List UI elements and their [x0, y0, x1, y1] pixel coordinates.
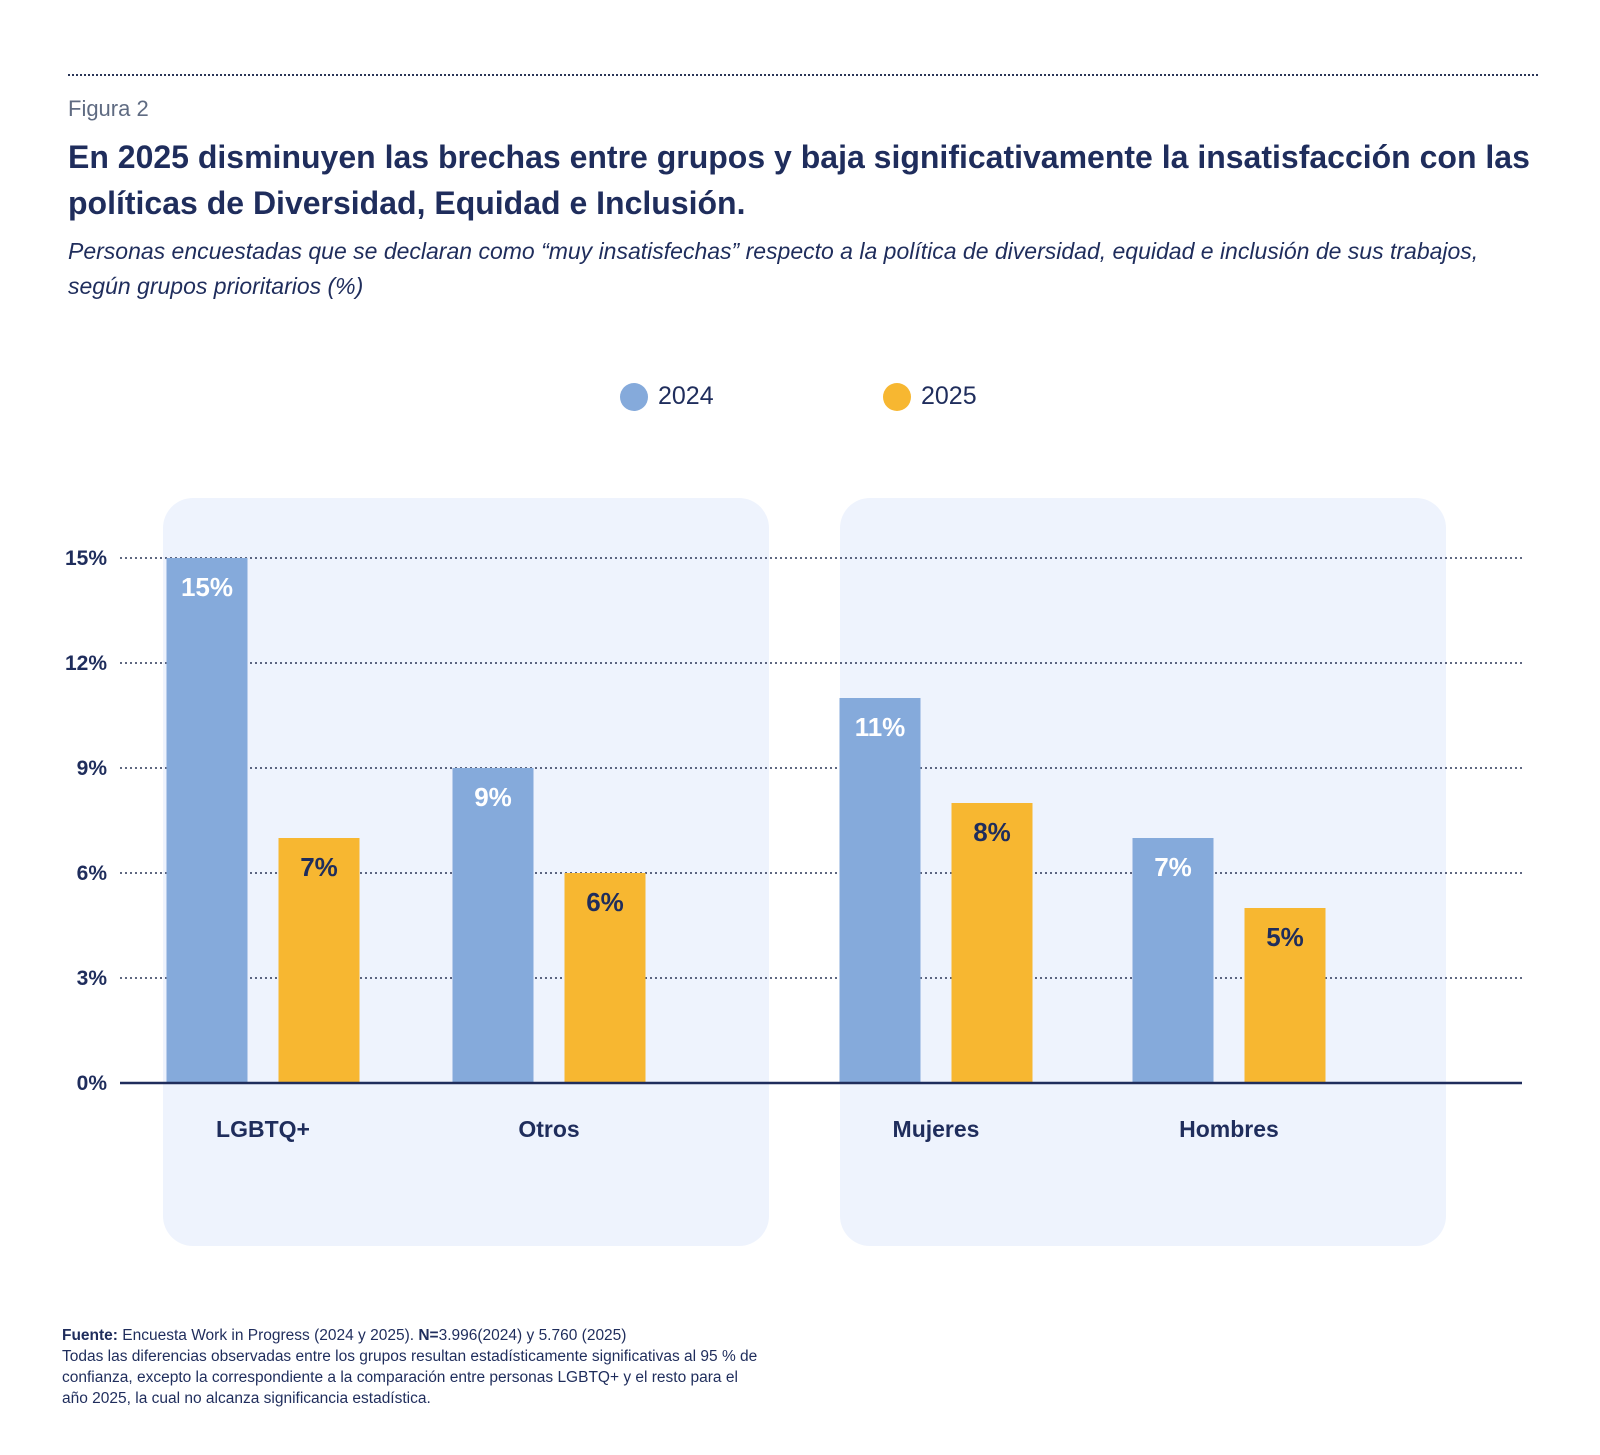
category-label: Mujeres	[893, 1116, 980, 1142]
y-tick-label: 0%	[77, 1072, 108, 1095]
y-tick-label: 12%	[65, 652, 107, 675]
bar-2025-lgbtq	[278, 838, 360, 1083]
chart-subtitle: Personas encuestadas que se declaran com…	[68, 238, 1479, 299]
source-note: Fuente: Encuesta Work in Progress (2024 …	[62, 1325, 762, 1409]
bar-2025-hombres	[1244, 908, 1326, 1083]
bar-2024-otros	[452, 768, 534, 1083]
legend: 2024 2025	[0, 382, 1600, 422]
legend-item-2025: 2025	[883, 382, 977, 411]
significance-note: Todas las diferencias observadas entre l…	[62, 1348, 758, 1407]
bar-2025-mujeres	[951, 803, 1033, 1083]
top-divider	[68, 74, 1538, 76]
category-label: Hombres	[1179, 1116, 1279, 1142]
bar-value-label: 6%	[586, 887, 624, 917]
bar-2024-hombres	[1132, 838, 1214, 1083]
chart-title: En 2025 disminuyen las brechas entre gru…	[68, 139, 1530, 221]
bar-value-label: 7%	[300, 852, 338, 882]
bar-value-label: 5%	[1266, 922, 1304, 952]
sample-size-text: 3.996(2024) y 5.760 (2025)	[438, 1327, 627, 1344]
legend-swatch-2024	[620, 382, 648, 411]
bar-value-label: 7%	[1154, 852, 1192, 882]
y-tick-label: 9%	[77, 757, 108, 780]
bar-value-label: 15%	[181, 572, 233, 602]
sample-size-label: N=	[418, 1327, 439, 1344]
y-tick-label: 6%	[77, 862, 108, 885]
bar-chart: 0% 3% 6% 9% 12% 15% 15% 7% LGBTQ+ 9% 6% Otros 11% 8% M…	[65, 498, 1522, 1246]
source-label: Fuente:	[62, 1327, 118, 1344]
y-tick-label: 3%	[77, 967, 108, 990]
source-text: Encuesta Work in Progress (2024 y 2025).	[117, 1327, 419, 1344]
bar-value-label: 8%	[973, 817, 1011, 847]
legend-label-2025: 2025	[921, 382, 977, 410]
bar-2025-otros	[564, 873, 646, 1083]
figure-label: Figura 2	[68, 96, 149, 121]
legend-item-2024: 2024	[620, 382, 714, 411]
bar-value-label: 9%	[474, 782, 512, 812]
bar-2024-lgbtq	[166, 558, 248, 1083]
category-label: LGBTQ+	[216, 1116, 310, 1142]
legend-swatch-2025	[883, 382, 911, 411]
y-tick-label: 15%	[65, 547, 107, 570]
legend-label-2024: 2024	[658, 382, 714, 410]
bar-2024-mujeres	[839, 698, 921, 1083]
bar-value-label: 11%	[855, 712, 906, 742]
category-label: Otros	[518, 1116, 579, 1142]
